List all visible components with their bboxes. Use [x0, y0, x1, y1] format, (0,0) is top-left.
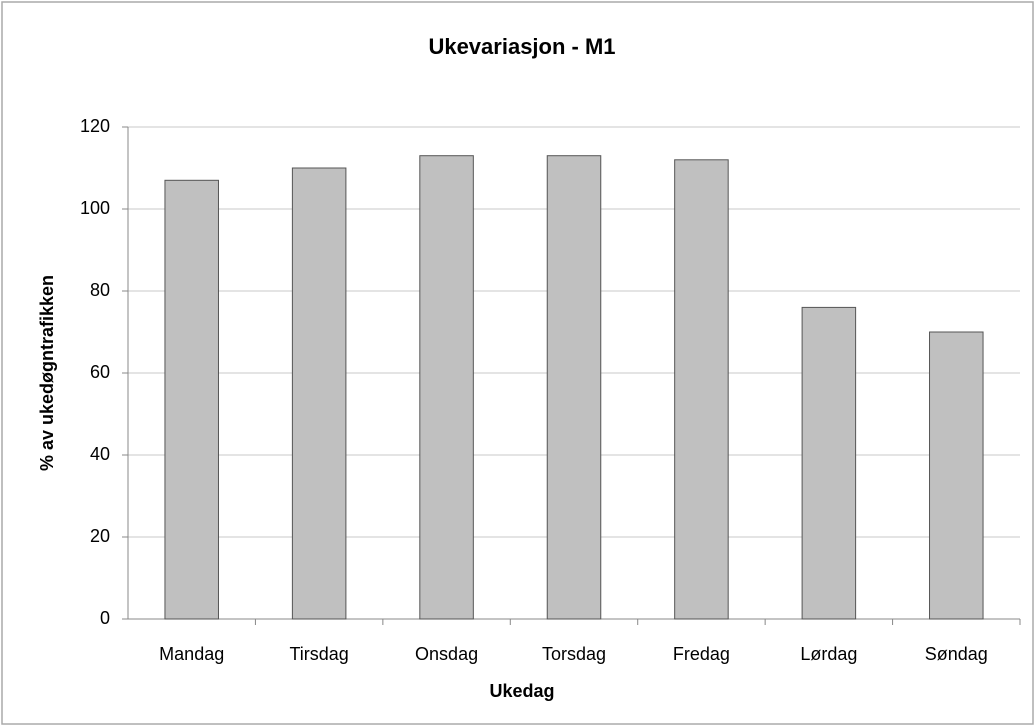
y-tick-label: 40	[90, 444, 110, 464]
x-tick-label: Tirsdag	[289, 644, 348, 664]
y-tick-label: 120	[80, 116, 110, 136]
bar	[419, 155, 474, 620]
bar	[164, 179, 219, 620]
x-tick-label: Onsdag	[415, 644, 478, 664]
y-tick-label: 60	[90, 362, 110, 382]
y-tick-label: 0	[100, 608, 110, 628]
x-tick-label: Torsdag	[542, 644, 606, 664]
bar	[929, 331, 984, 620]
x-tick-label: Søndag	[925, 644, 988, 664]
bar	[546, 155, 602, 620]
x-tick-label: Mandag	[159, 644, 224, 664]
bar	[674, 159, 729, 620]
x-axis-title: Ukedag	[489, 681, 554, 701]
bar	[801, 306, 857, 620]
bar	[291, 167, 347, 620]
x-tick-label: Lørdag	[800, 644, 857, 664]
y-tick-label: 20	[90, 526, 110, 546]
y-tick-label: 100	[80, 198, 110, 218]
y-tick-label: 80	[90, 280, 110, 300]
chart-title: Ukevariasjon - M1	[428, 34, 615, 59]
x-tick-label: Fredag	[673, 644, 730, 664]
y-axis-title: % av ukedøgntrafikken	[37, 275, 57, 471]
